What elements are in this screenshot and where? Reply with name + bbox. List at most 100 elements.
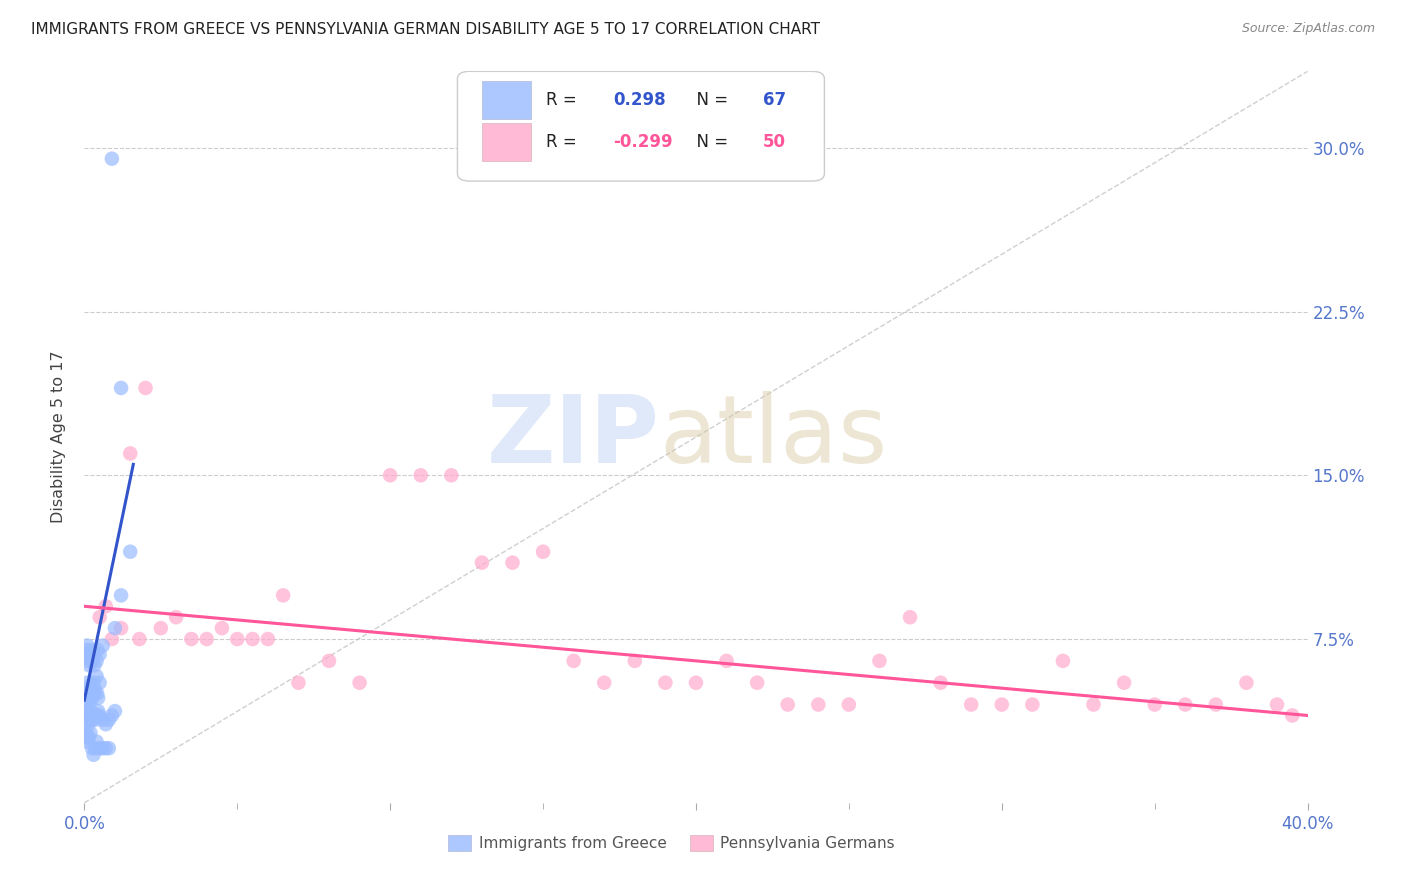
Point	[101, 632, 124, 646]
FancyBboxPatch shape	[457, 71, 824, 181]
Point	[1021, 698, 1043, 712]
Point	[75, 654, 97, 668]
Point	[94, 717, 117, 731]
Point	[76, 734, 98, 748]
Point	[89, 610, 111, 624]
Point	[991, 698, 1014, 712]
Point	[195, 632, 218, 646]
Point	[165, 610, 187, 624]
Point	[80, 713, 103, 727]
Point	[80, 704, 103, 718]
Point	[531, 545, 554, 559]
Point	[80, 691, 103, 706]
Point	[180, 632, 202, 646]
Point	[898, 610, 921, 624]
Point	[1281, 708, 1303, 723]
Point	[1052, 654, 1074, 668]
Point	[242, 632, 264, 646]
Point	[89, 675, 111, 690]
Point	[94, 599, 117, 614]
Point	[77, 691, 100, 706]
Point	[747, 675, 769, 690]
Point	[79, 695, 101, 709]
Point	[76, 726, 98, 740]
Point	[75, 698, 97, 712]
Point	[80, 678, 103, 692]
Point	[77, 731, 100, 745]
Legend: Immigrants from Greece, Pennsylvania Germans: Immigrants from Greece, Pennsylvania Ger…	[441, 830, 901, 857]
Point	[226, 632, 249, 646]
Point	[502, 556, 524, 570]
Point	[869, 654, 891, 668]
Point	[101, 152, 124, 166]
Point	[94, 741, 117, 756]
Text: R =: R =	[546, 91, 582, 109]
Point	[89, 648, 111, 662]
Point	[75, 708, 97, 723]
Point	[287, 675, 309, 690]
Text: 0.298: 0.298	[613, 91, 665, 109]
Point	[91, 741, 114, 756]
Point	[76, 639, 98, 653]
Point	[318, 654, 340, 668]
Point	[76, 713, 98, 727]
Point	[84, 682, 107, 697]
Text: Source: ZipAtlas.com: Source: ZipAtlas.com	[1241, 22, 1375, 36]
Point	[83, 648, 105, 662]
Y-axis label: Disability Age 5 to 17: Disability Age 5 to 17	[51, 351, 66, 524]
Text: R =: R =	[546, 133, 582, 151]
Text: 67: 67	[763, 91, 786, 109]
Point	[84, 741, 107, 756]
Point	[1205, 698, 1227, 712]
Point	[440, 468, 463, 483]
Point	[562, 654, 585, 668]
Point	[87, 691, 110, 706]
Text: N =: N =	[686, 91, 734, 109]
Point	[86, 669, 108, 683]
Point	[685, 675, 707, 690]
Point	[716, 654, 738, 668]
Point	[76, 643, 98, 657]
Point	[1236, 675, 1258, 690]
Point	[79, 687, 101, 701]
Point	[110, 381, 132, 395]
Point	[654, 675, 676, 690]
Point	[77, 717, 100, 731]
Point	[110, 621, 132, 635]
Text: -0.299: -0.299	[613, 133, 672, 151]
Point	[77, 658, 100, 673]
Point	[86, 708, 108, 723]
Point	[257, 632, 280, 646]
Point	[86, 687, 108, 701]
Point	[79, 726, 101, 740]
Point	[91, 639, 114, 653]
Point	[838, 698, 860, 712]
Point	[89, 708, 111, 723]
FancyBboxPatch shape	[482, 81, 531, 119]
Point	[83, 708, 105, 723]
Point	[101, 708, 124, 723]
Point	[83, 675, 105, 690]
Point	[211, 621, 233, 635]
Point	[79, 651, 101, 665]
Point	[1174, 698, 1197, 712]
Point	[1143, 698, 1166, 712]
Point	[91, 713, 114, 727]
Point	[80, 741, 103, 756]
Point	[120, 545, 142, 559]
Point	[76, 687, 98, 701]
Point	[349, 675, 371, 690]
FancyBboxPatch shape	[482, 122, 531, 161]
Point	[82, 654, 104, 668]
Text: atlas: atlas	[659, 391, 887, 483]
Point	[77, 682, 100, 697]
Point	[380, 468, 402, 483]
Point	[110, 588, 132, 602]
Point	[776, 698, 799, 712]
Point	[86, 643, 108, 657]
Point	[120, 446, 142, 460]
Point	[960, 698, 983, 712]
Point	[593, 675, 616, 690]
Point	[87, 704, 110, 718]
Point	[80, 643, 103, 657]
